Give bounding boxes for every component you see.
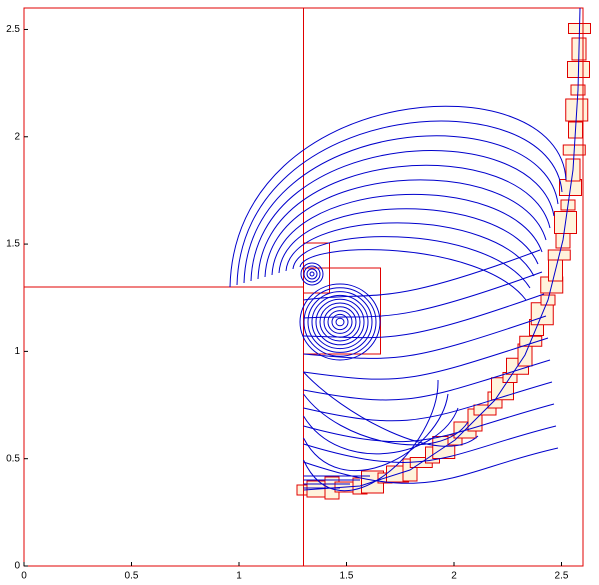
- contour-line: [311, 294, 369, 350]
- contour-line: [299, 283, 381, 361]
- contour-line: [303, 315, 547, 359]
- y-tick-label: 2.5: [6, 24, 20, 35]
- contour-line: [303, 447, 559, 484]
- contour-line: [335, 317, 345, 327]
- contour-line: [303, 293, 545, 339]
- contour-line: [303, 249, 541, 301]
- contour-line: [331, 313, 349, 331]
- contour-line: [278, 208, 539, 274]
- contour-line: [315, 298, 365, 346]
- contour-line: [250, 150, 555, 282]
- y-tick-label: 0.5: [6, 453, 20, 464]
- contour-line: [303, 425, 557, 463]
- contour-line: [264, 179, 547, 278]
- y-tick-label: 1: [14, 346, 20, 357]
- x-tick-label: 2.5: [555, 571, 569, 582]
- contour-line: [327, 310, 353, 334]
- mesh-box: [303, 242, 330, 294]
- contour-line: [292, 236, 531, 289]
- y-tick-label: 1.5: [6, 239, 20, 250]
- contour-line: [299, 249, 527, 301]
- x-tick-label: 1.5: [340, 571, 354, 582]
- contour-line: [303, 407, 459, 455]
- contour-line: [323, 306, 357, 338]
- contour-line: [303, 271, 543, 319]
- contour-line: [319, 302, 361, 342]
- contour-line: [303, 393, 449, 471]
- contour-line: [285, 222, 535, 277]
- contour-line: [303, 403, 555, 443]
- contour-line: [257, 164, 551, 280]
- contour-line: [303, 337, 549, 380]
- contour-line: [303, 265, 321, 283]
- mesh-box: [303, 267, 381, 355]
- x-tick-label: 0: [21, 571, 27, 582]
- contour-line: [306, 268, 318, 280]
- contour-line: [300, 262, 324, 286]
- contour-line: [229, 105, 567, 288]
- y-tick-label: 0: [14, 561, 20, 572]
- contour-line: [307, 291, 373, 353]
- contour-line: [303, 359, 551, 401]
- contour-line: [236, 120, 563, 286]
- contour-line: [303, 381, 553, 422]
- contour-line: [309, 271, 315, 277]
- x-tick-label: 0.5: [125, 571, 139, 582]
- x-tick-label: 1: [236, 571, 242, 582]
- contour-line: [303, 287, 377, 357]
- contour-line: [303, 371, 479, 447]
- front-line: [303, 7, 581, 491]
- y-tick-label: 2: [14, 131, 20, 142]
- x-tick-label: 2: [451, 571, 457, 582]
- contour-line: [243, 135, 559, 284]
- contour-line: [303, 393, 469, 446]
- plot-area: [23, 7, 591, 567]
- contour-line: [271, 193, 543, 276]
- contour-line: [303, 379, 439, 492]
